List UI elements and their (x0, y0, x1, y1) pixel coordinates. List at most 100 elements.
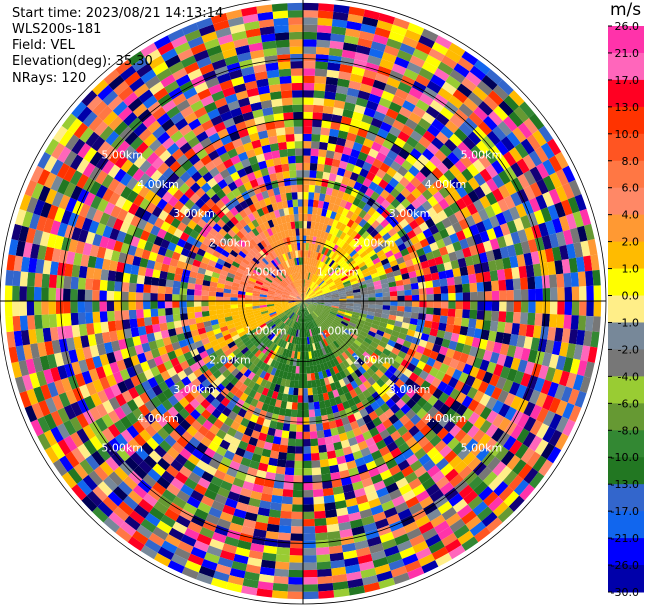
range-gate (280, 363, 287, 372)
range-gate (257, 333, 266, 340)
range-gate (183, 241, 193, 251)
range-gate (296, 301, 303, 305)
range-gate (304, 264, 307, 273)
range-gate (338, 259, 347, 267)
range-gate (346, 295, 354, 299)
range-gate (244, 301, 253, 305)
range-gate (303, 104, 314, 113)
range-gate (233, 430, 244, 441)
range-gate (376, 387, 386, 398)
range-gate (506, 131, 521, 148)
range-gate (444, 182, 456, 195)
range-gate (380, 392, 391, 403)
range-gate (404, 560, 422, 573)
range-gate (202, 315, 211, 323)
range-gate (345, 94, 358, 105)
range-gate (455, 292, 463, 301)
range-gate (496, 353, 507, 367)
range-gate (245, 28, 261, 38)
range-gate (255, 216, 264, 226)
range-gate (299, 329, 302, 338)
range-gate (303, 155, 311, 164)
range-gate (286, 285, 293, 292)
range-gate (333, 277, 341, 283)
range-gate (243, 244, 252, 253)
range-gate (549, 413, 563, 430)
range-gate (230, 171, 241, 182)
range-gate (31, 402, 44, 420)
range-gate (361, 230, 370, 240)
range-gate (184, 29, 202, 42)
range-gate (472, 86, 488, 102)
range-gate (162, 256, 172, 266)
range-gate (457, 334, 467, 345)
range-gate (85, 381, 98, 396)
range-gate (462, 301, 471, 310)
range-gate (389, 374, 400, 384)
range-gate (492, 125, 507, 141)
range-gate (223, 288, 232, 294)
range-gate (295, 329, 299, 337)
range-gate (286, 267, 292, 276)
range-gate (502, 470, 518, 486)
range-gate (260, 240, 268, 249)
range-gate (314, 221, 320, 230)
range-gate (338, 432, 348, 442)
range-gate (297, 329, 300, 338)
range-gate (348, 466, 360, 477)
range-gate (453, 128, 468, 142)
range-gate (431, 248, 442, 259)
range-gate (304, 257, 308, 265)
start-time-label: Start time: 2023/08/21 14:13:14 (12, 6, 224, 21)
range-gate (417, 118, 432, 131)
range-gate (160, 221, 171, 232)
range-gate (404, 301, 413, 307)
range-gate (113, 349, 124, 362)
range-gate (557, 301, 565, 315)
range-gate (225, 200, 235, 211)
range-gate (350, 363, 358, 372)
range-gate (74, 215, 86, 230)
range-gate (292, 306, 299, 312)
range-gate (207, 149, 220, 161)
range-gate (223, 175, 234, 186)
range-gate (283, 269, 289, 277)
range-gate (362, 380, 372, 390)
range-gate (151, 481, 167, 496)
range-gate (63, 435, 78, 452)
range-gate (258, 160, 268, 170)
range-gate (283, 291, 291, 296)
range-gate (357, 333, 366, 341)
range-gate (85, 357, 96, 371)
range-gate (303, 301, 306, 308)
range-gate (279, 355, 286, 364)
range-gate (374, 406, 385, 417)
range-gate (473, 415, 486, 430)
range-gate (426, 384, 438, 396)
range-gate (118, 252, 128, 264)
range-gate (368, 93, 382, 105)
range-gate (58, 392, 71, 408)
range-gate (400, 383, 411, 394)
range-gate (194, 289, 202, 296)
range-gate (331, 566, 347, 576)
range-gate (415, 41, 432, 55)
range-gate (349, 277, 358, 283)
range-gate (303, 68, 316, 76)
range-gate (410, 176, 422, 188)
range-gate (43, 368, 55, 385)
range-gate (496, 321, 506, 333)
range-gate (261, 387, 270, 397)
range-gate (303, 475, 313, 483)
range-gate (231, 282, 240, 288)
range-gate (371, 200, 381, 211)
range-gate (311, 312, 317, 319)
range-gate (43, 429, 58, 447)
range-gate (303, 126, 313, 134)
range-gate (520, 301, 529, 313)
range-gate (323, 377, 330, 386)
range-gate (188, 276, 197, 284)
range-gate (279, 263, 285, 271)
range-gate (297, 295, 303, 301)
range-gate (77, 301, 86, 313)
